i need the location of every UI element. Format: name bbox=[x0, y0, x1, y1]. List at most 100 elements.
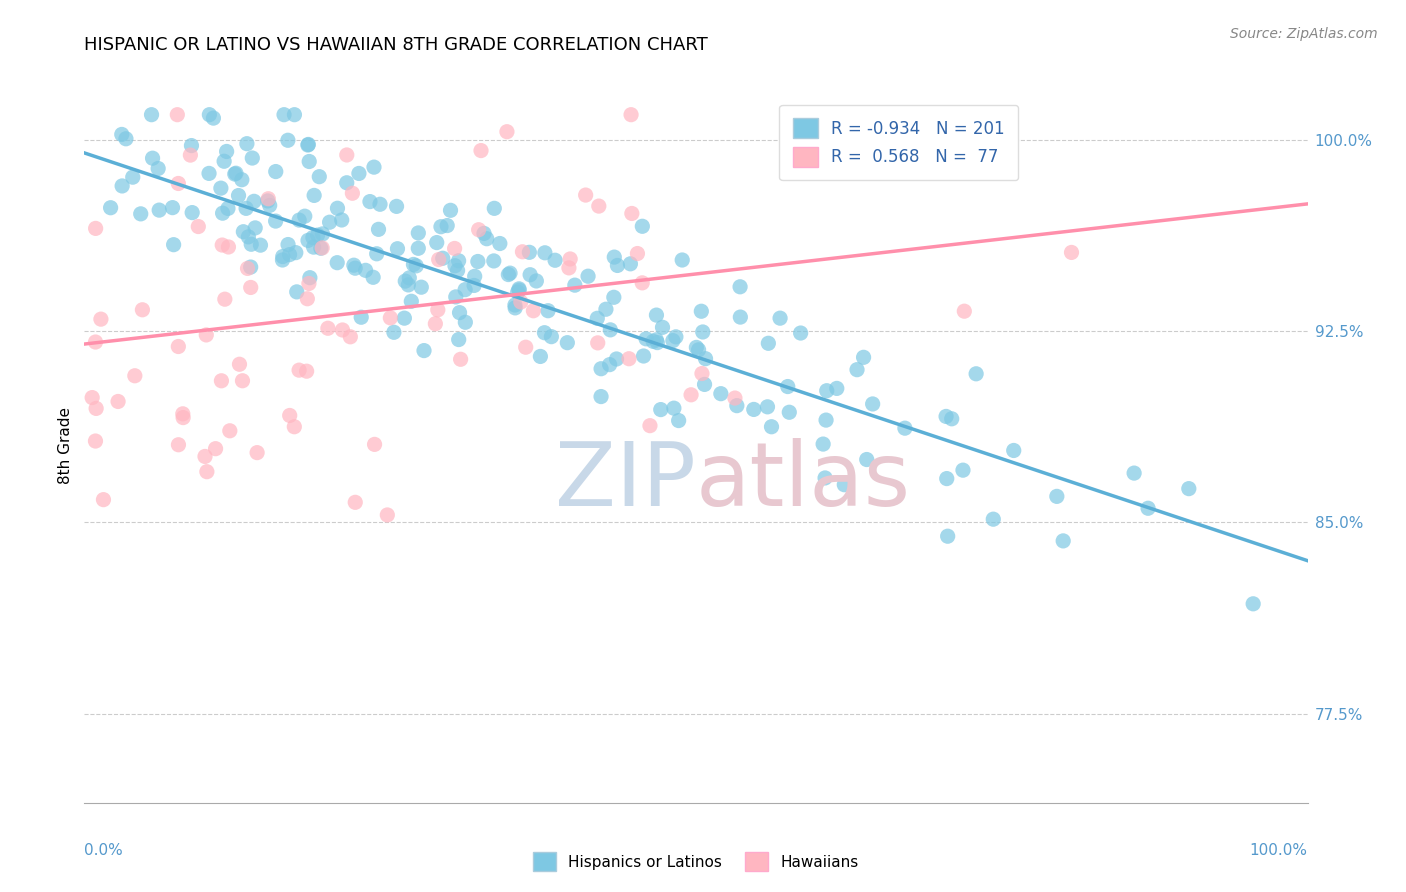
Point bbox=[633, 349, 655, 363]
Point bbox=[235, 202, 257, 216]
Point bbox=[408, 241, 430, 255]
Point bbox=[695, 351, 717, 366]
Point bbox=[470, 144, 492, 158]
Point bbox=[211, 238, 233, 252]
Point bbox=[246, 445, 269, 459]
Point bbox=[288, 363, 311, 377]
Point bbox=[142, 151, 165, 165]
Text: ZIP: ZIP bbox=[555, 438, 696, 525]
Point bbox=[167, 177, 190, 191]
Point bbox=[815, 413, 838, 427]
Point bbox=[311, 241, 333, 255]
Point bbox=[214, 292, 236, 306]
Point bbox=[506, 285, 529, 299]
Point bbox=[231, 172, 253, 186]
Point bbox=[256, 194, 278, 208]
Point bbox=[668, 413, 690, 427]
Point bbox=[240, 237, 263, 252]
Point bbox=[599, 358, 621, 372]
Point bbox=[232, 225, 254, 239]
Point bbox=[936, 529, 959, 543]
Point bbox=[394, 311, 416, 326]
Point bbox=[1241, 597, 1264, 611]
Point bbox=[408, 226, 430, 240]
Y-axis label: 8th Grade: 8th Grade bbox=[58, 408, 73, 484]
Point bbox=[84, 334, 107, 349]
Point bbox=[302, 230, 325, 244]
Point bbox=[361, 270, 384, 285]
Point bbox=[307, 228, 329, 243]
Point bbox=[211, 206, 233, 220]
Point bbox=[603, 290, 626, 304]
Point bbox=[224, 167, 246, 181]
Point bbox=[688, 343, 710, 357]
Point bbox=[508, 283, 530, 297]
Point bbox=[645, 308, 668, 322]
Point bbox=[402, 257, 425, 271]
Point bbox=[180, 138, 202, 153]
Point bbox=[82, 391, 104, 405]
Point bbox=[1123, 466, 1146, 480]
Point bbox=[121, 170, 143, 185]
Point bbox=[941, 411, 963, 425]
Point bbox=[172, 410, 194, 425]
Point bbox=[756, 400, 779, 414]
Point bbox=[240, 151, 263, 165]
Point bbox=[342, 186, 364, 201]
Point bbox=[444, 290, 467, 304]
Point bbox=[631, 276, 654, 290]
Point bbox=[508, 282, 530, 296]
Point bbox=[692, 325, 714, 339]
Point bbox=[100, 201, 122, 215]
Point bbox=[599, 323, 621, 337]
Point bbox=[544, 253, 567, 268]
Point bbox=[278, 247, 301, 261]
Point bbox=[344, 495, 367, 509]
Point bbox=[681, 388, 703, 402]
Point bbox=[447, 333, 470, 347]
Point bbox=[449, 305, 471, 319]
Point bbox=[450, 352, 472, 367]
Point bbox=[651, 320, 673, 334]
Point bbox=[298, 270, 321, 285]
Point bbox=[815, 384, 838, 398]
Point bbox=[586, 335, 609, 350]
Point bbox=[620, 108, 643, 122]
Point bbox=[645, 335, 668, 350]
Point bbox=[297, 292, 319, 306]
Point bbox=[217, 240, 239, 254]
Point bbox=[285, 285, 308, 299]
Point bbox=[631, 219, 654, 234]
Point bbox=[626, 246, 648, 260]
Point bbox=[401, 294, 423, 309]
Point bbox=[394, 274, 416, 288]
Point bbox=[198, 108, 221, 122]
Point bbox=[172, 407, 194, 421]
Point bbox=[330, 213, 353, 227]
Point bbox=[146, 161, 169, 176]
Point bbox=[778, 405, 800, 419]
Point bbox=[148, 203, 170, 218]
Point bbox=[231, 374, 253, 388]
Point bbox=[588, 199, 610, 213]
Point bbox=[166, 108, 188, 122]
Point bbox=[297, 234, 319, 248]
Point bbox=[620, 206, 643, 220]
Point bbox=[662, 401, 685, 416]
Point bbox=[298, 277, 321, 291]
Point bbox=[728, 280, 751, 294]
Point bbox=[1060, 245, 1083, 260]
Point bbox=[209, 181, 232, 195]
Point bbox=[218, 424, 240, 438]
Point bbox=[496, 125, 519, 139]
Text: 0.0%: 0.0% bbox=[84, 843, 124, 858]
Point bbox=[443, 242, 465, 256]
Point bbox=[228, 188, 250, 202]
Point bbox=[93, 492, 115, 507]
Point bbox=[239, 280, 262, 294]
Point bbox=[297, 137, 319, 152]
Point bbox=[576, 269, 599, 284]
Point bbox=[953, 304, 976, 318]
Point bbox=[665, 330, 688, 344]
Point bbox=[298, 154, 321, 169]
